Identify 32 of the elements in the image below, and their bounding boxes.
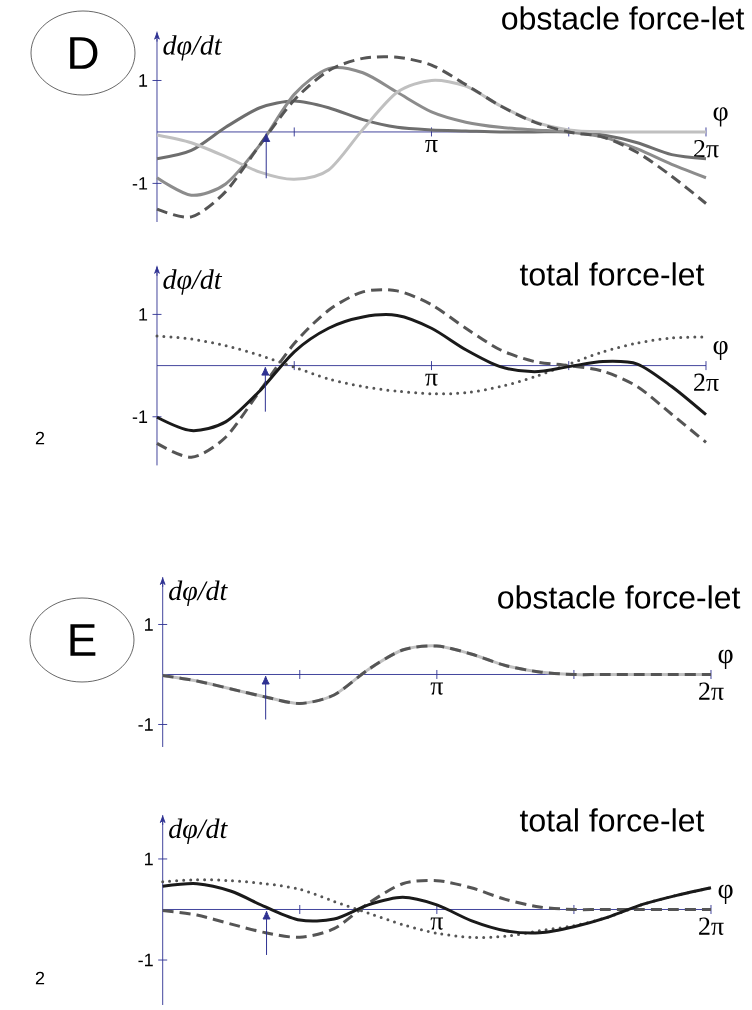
x-tick-label: 2π [694,139,719,158]
y-tick-label: 1 [139,74,148,87]
y-tick-label: 1 [139,308,148,321]
text: D [70,37,98,69]
x-tick-label: π [425,139,438,153]
y-tick-label: 1 [145,852,153,866]
x-tick-label: π [425,373,438,386]
y-axis-title: dφ/dt [169,580,228,606]
text: 2 [35,431,45,445]
y-tick-label: -1 [132,177,148,190]
y-axis-title: dφ/dt [163,35,223,61]
x-axis-title: φ [713,107,728,127]
y-tick-label: -1 [138,718,153,731]
y-axis-title: dφ/dt [169,818,228,844]
chart-title: obstacle force-let [502,6,745,30]
x-tick-label: π [430,682,444,695]
text: 2 [35,971,45,985]
x-axis-title: φ [713,340,728,361]
x-tick-label: 2π [699,682,724,700]
chart-title: total force-let [519,808,705,832]
chart-title: total force-let [519,262,705,286]
x-tick-label: π [430,917,444,930]
text: E [70,624,96,656]
x-axis-title: φ [718,884,733,904]
x-tick-label: 2π [694,373,719,392]
x-tick-label: 2π [699,917,724,935]
y-tick-label: -1 [138,953,153,967]
chart-title: obstacle force-let [498,585,741,609]
y-tick-label: -1 [132,410,148,423]
x-axis-title: φ [718,649,733,669]
y-tick-label: 1 [145,618,153,631]
y-axis-title: dφ/dt [163,269,223,295]
